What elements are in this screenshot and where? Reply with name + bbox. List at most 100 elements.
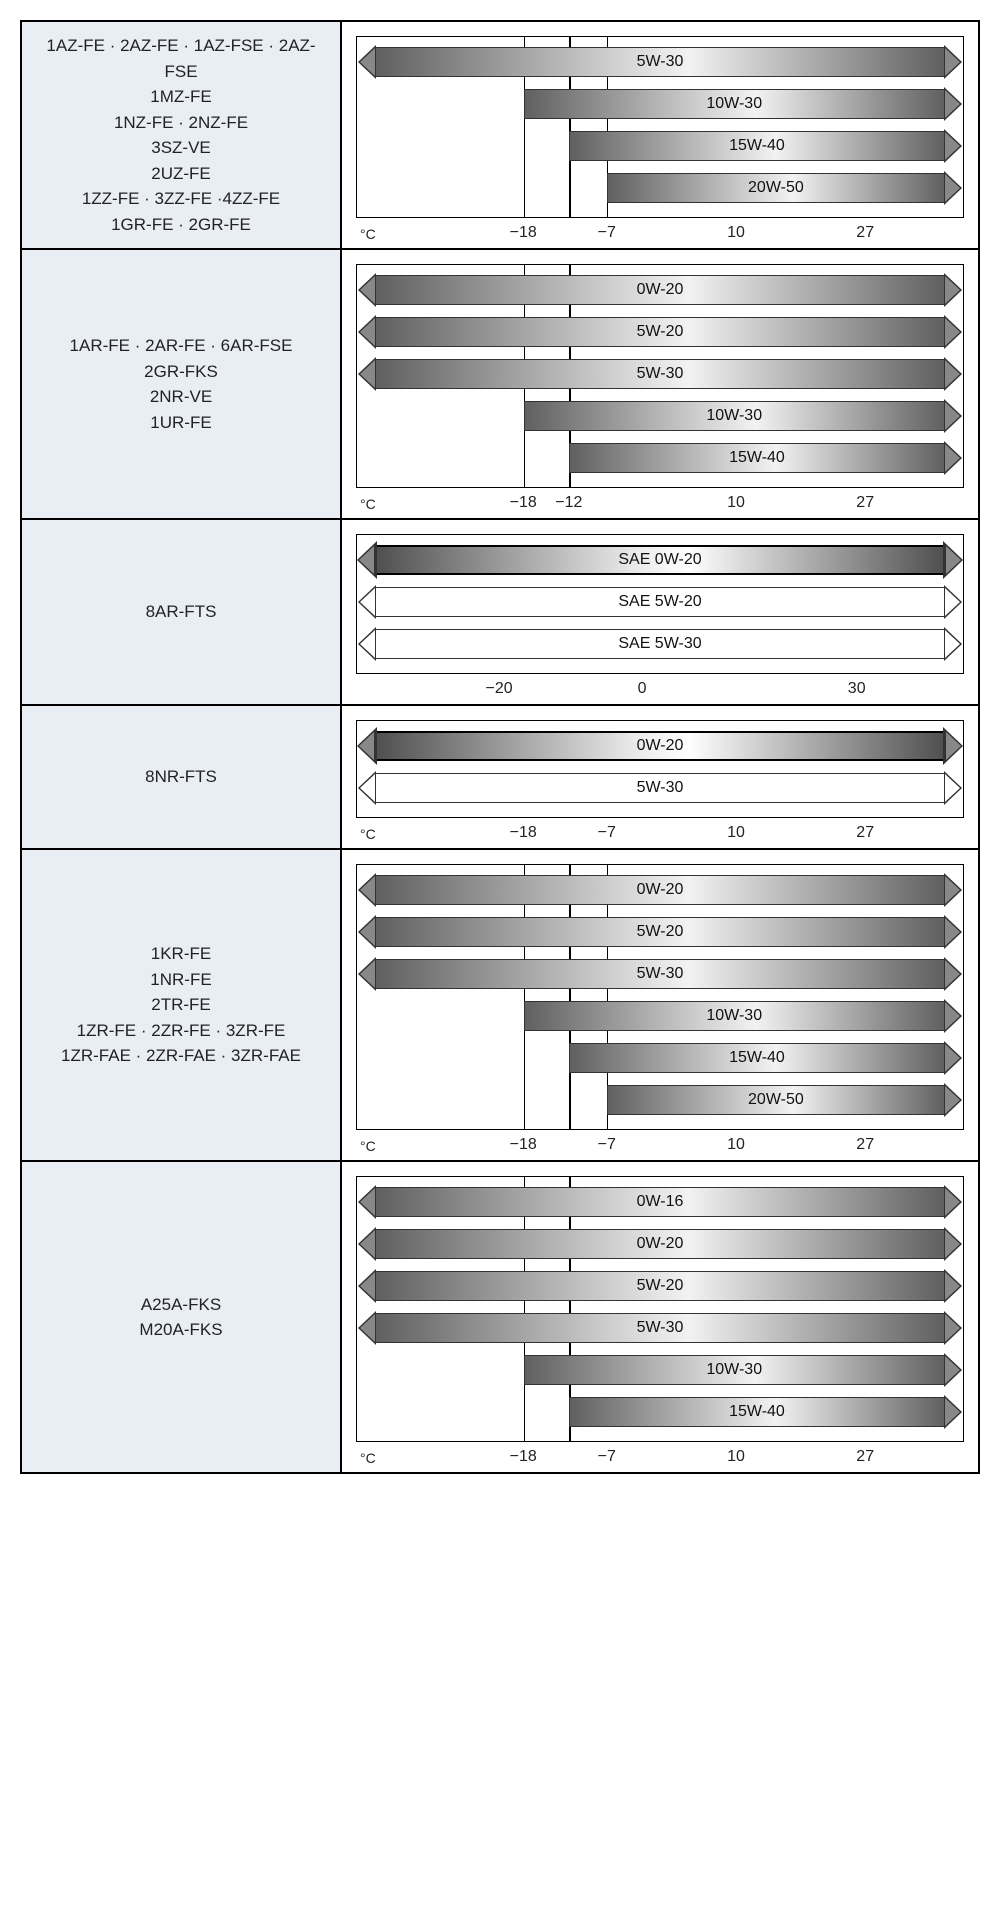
arrowhead-right-icon	[944, 585, 962, 619]
axis-tick: 10	[727, 494, 745, 512]
bar-wrap: SAE 0W-20	[357, 545, 963, 579]
arrowhead-left-icon	[358, 315, 376, 349]
axis-tick: −18	[510, 224, 537, 242]
bar-label: 10W-30	[702, 407, 766, 425]
arrowhead-right-icon	[944, 1269, 962, 1303]
arrowhead-right-icon	[944, 87, 962, 121]
arrowhead-right-icon	[944, 1041, 962, 1075]
bar-wrap: 5W-30	[357, 359, 963, 393]
arrowhead-right-icon	[944, 441, 962, 475]
bar-label: 5W-20	[633, 323, 688, 341]
engine-label: 1GR-FE · 2GR-FE	[111, 212, 251, 238]
bar-wrap: 20W-50	[357, 1085, 963, 1119]
engine-label-cell: 1AZ-FE · 2AZ-FE · 1AZ-FSE · 2AZ-FSE1MZ-F…	[22, 22, 342, 248]
bar-wrap: 20W-50	[357, 173, 963, 207]
bar-label: 20W-50	[744, 1091, 808, 1109]
bar-wrap: 5W-20	[357, 317, 963, 351]
bar-wrap: SAE 5W-30	[357, 629, 963, 663]
table-row: 8AR-FTS SAE 0W-20 SAE 5W-20 SAE 5W-30 −20030	[22, 520, 978, 706]
arrowhead-left-icon	[358, 915, 376, 949]
engine-label-cell: 1KR-FE1NR-FE2TR-FE1ZR-FE · 2ZR-FE · 3ZR-…	[22, 850, 342, 1160]
chart-cell: 0W-160W-205W-205W-3010W-3015W-40°C−18−71…	[342, 1162, 978, 1472]
engine-label: 1NZ-FE · 2NZ-FE	[114, 110, 248, 136]
arrowhead-left-icon	[358, 273, 376, 307]
viscosity-bar: 0W-20	[375, 275, 945, 305]
axis-tick: 27	[856, 224, 874, 242]
bar-label: 0W-20	[633, 281, 688, 299]
bars-area: 5W-30 10W-30 15W-40 20W-50	[357, 37, 963, 217]
arrowhead-right-icon	[944, 771, 962, 805]
bar-label: 0W-16	[633, 1193, 688, 1211]
chart-box: 0W-205W-205W-3010W-3015W-4020W-50	[356, 864, 964, 1130]
bar-wrap: 5W-20	[357, 917, 963, 951]
viscosity-table: 1AZ-FE · 2AZ-FE · 1AZ-FSE · 2AZ-FSE1MZ-F…	[20, 20, 980, 1474]
table-row: 8NR-FTS0W-205W-30°C−18−71027	[22, 706, 978, 850]
bars-area: 0W-20 5W-20 5W-30 10W-30 15W-40	[357, 265, 963, 487]
arrowhead-right-icon	[943, 541, 963, 579]
bar-label: 10W-30	[702, 95, 766, 113]
viscosity-bar: 15W-40	[569, 131, 945, 161]
bars-area: 0W-160W-205W-205W-3010W-3015W-40	[357, 1177, 963, 1441]
bar-label: 5W-30	[633, 965, 688, 983]
arrowhead-right-icon	[944, 1353, 962, 1387]
bar-wrap: 0W-20	[357, 275, 963, 309]
axis-tick: −7	[598, 824, 616, 842]
arrowhead-left-icon	[358, 45, 376, 79]
arrowhead-left-icon	[358, 771, 376, 805]
bar-wrap: 10W-30	[357, 1001, 963, 1035]
bar-label: 5W-30	[633, 365, 688, 383]
axis-tick: −20	[485, 680, 512, 698]
bar-wrap: 0W-20	[357, 875, 963, 909]
bar-label: SAE 0W-20	[614, 551, 705, 569]
engine-label: 1ZR-FE · 2ZR-FE · 3ZR-FE	[77, 1018, 286, 1044]
arrowhead-right-icon	[944, 315, 962, 349]
bar-label: 15W-40	[725, 449, 789, 467]
temperature-axis: °C−18−71027	[356, 1444, 964, 1466]
viscosity-bar: 15W-40	[569, 1397, 945, 1427]
temperature-axis: °C−18−121027	[356, 490, 964, 512]
engine-label: 2GR-FKS	[144, 359, 218, 385]
arrowhead-right-icon	[944, 1395, 962, 1429]
bar-wrap: 10W-30	[357, 89, 963, 123]
axis-tick: −18	[510, 1448, 537, 1466]
axis-tick: −12	[555, 494, 582, 512]
arrowhead-right-icon	[944, 915, 962, 949]
arrowhead-right-icon	[944, 171, 962, 205]
viscosity-bar: 10W-30	[524, 89, 945, 119]
engine-label-cell: 8NR-FTS	[22, 706, 342, 848]
viscosity-bar: 5W-30	[375, 773, 945, 803]
viscosity-bar: 5W-30	[375, 359, 945, 389]
bar-label: SAE 5W-30	[614, 635, 705, 653]
axis-tick: 27	[856, 1448, 874, 1466]
arrowhead-right-icon	[944, 129, 962, 163]
viscosity-bar: SAE 5W-30	[375, 629, 945, 659]
chart-cell: 0W-205W-205W-3010W-3015W-4020W-50°C−18−7…	[342, 850, 978, 1160]
axis-tick: −7	[598, 1136, 616, 1154]
axis-tick: 27	[856, 824, 874, 842]
axis-unit: °C	[360, 1450, 376, 1466]
arrowhead-left-icon	[358, 585, 376, 619]
engine-label: 1ZR-FAE · 2ZR-FAE · 3ZR-FAE	[61, 1043, 301, 1069]
axis-unit: °C	[360, 496, 376, 512]
viscosity-bar: 20W-50	[607, 173, 945, 203]
engine-label: 1NR-FE	[150, 967, 211, 993]
engine-label: 1MZ-FE	[150, 84, 211, 110]
arrowhead-right-icon	[944, 273, 962, 307]
table-row: 1AR-FE · 2AR-FE · 6AR-FSE2GR-FKS2NR-VE1U…	[22, 250, 978, 520]
bar-wrap: 0W-20	[357, 1229, 963, 1263]
viscosity-bar: 5W-30	[375, 1313, 945, 1343]
axis-tick: −18	[510, 824, 537, 842]
engine-label: 8AR-FTS	[146, 599, 217, 625]
bar-wrap: 10W-30	[357, 1355, 963, 1389]
bar-label: 20W-50	[744, 179, 808, 197]
bar-label: SAE 5W-20	[614, 593, 705, 611]
bar-wrap: 5W-30	[357, 959, 963, 993]
temperature-axis: −20030	[356, 676, 964, 698]
table-row: 1AZ-FE · 2AZ-FE · 1AZ-FSE · 2AZ-FSE1MZ-F…	[22, 22, 978, 250]
bar-label: 5W-30	[633, 53, 688, 71]
chart-box: 0W-205W-30	[356, 720, 964, 818]
arrowhead-left-icon	[358, 957, 376, 991]
viscosity-bar: SAE 0W-20	[375, 545, 945, 575]
bar-label: 10W-30	[702, 1361, 766, 1379]
chart-cell: SAE 0W-20 SAE 5W-20 SAE 5W-30 −20030	[342, 520, 978, 704]
